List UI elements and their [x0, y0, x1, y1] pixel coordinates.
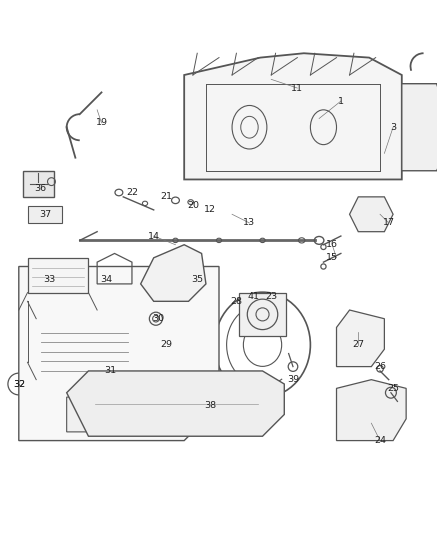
Polygon shape [402, 84, 438, 171]
Text: 1: 1 [338, 96, 344, 106]
Text: 17: 17 [383, 219, 395, 228]
Text: 29: 29 [161, 341, 173, 349]
Text: 27: 27 [352, 341, 364, 349]
Text: 36: 36 [35, 184, 46, 192]
Bar [123, 327, 201, 358]
Polygon shape [141, 245, 206, 301]
Text: 39: 39 [287, 375, 299, 384]
Text: 13: 13 [244, 219, 255, 228]
Text: 22: 22 [126, 188, 138, 197]
Polygon shape [19, 266, 219, 441]
Text: 33: 33 [43, 275, 55, 284]
Text: 12: 12 [204, 205, 216, 214]
Text: 26: 26 [374, 362, 386, 371]
Text: 11: 11 [291, 84, 304, 93]
Polygon shape [336, 310, 385, 367]
Text: 23: 23 [265, 293, 277, 302]
Text: 25: 25 [387, 384, 399, 393]
Polygon shape [336, 379, 406, 441]
Text: 24: 24 [374, 436, 386, 445]
Text: 30: 30 [152, 314, 164, 323]
Text: 31: 31 [104, 367, 116, 375]
Text: 15: 15 [326, 253, 338, 262]
Polygon shape [350, 197, 393, 232]
Text: 21: 21 [161, 192, 173, 201]
Bar [23, 171, 53, 197]
Polygon shape [67, 371, 284, 436]
Bar [36, 319, 132, 379]
Text: 3: 3 [390, 123, 396, 132]
Text: 41: 41 [248, 293, 260, 302]
Text: 19: 19 [95, 118, 107, 127]
Polygon shape [184, 53, 402, 180]
Polygon shape [28, 258, 88, 293]
Bar [28, 206, 62, 223]
Text: 35: 35 [191, 275, 203, 284]
Text: 37: 37 [39, 210, 51, 219]
Text: 32: 32 [13, 379, 25, 389]
Text: 16: 16 [326, 240, 338, 249]
Bar [239, 293, 286, 336]
Text: 14: 14 [148, 231, 160, 240]
Polygon shape [67, 397, 176, 432]
Text: 32: 32 [13, 379, 25, 389]
Text: 34: 34 [100, 275, 112, 284]
Text: 28: 28 [230, 297, 242, 306]
Text: 20: 20 [187, 201, 199, 210]
Text: 38: 38 [204, 401, 216, 410]
